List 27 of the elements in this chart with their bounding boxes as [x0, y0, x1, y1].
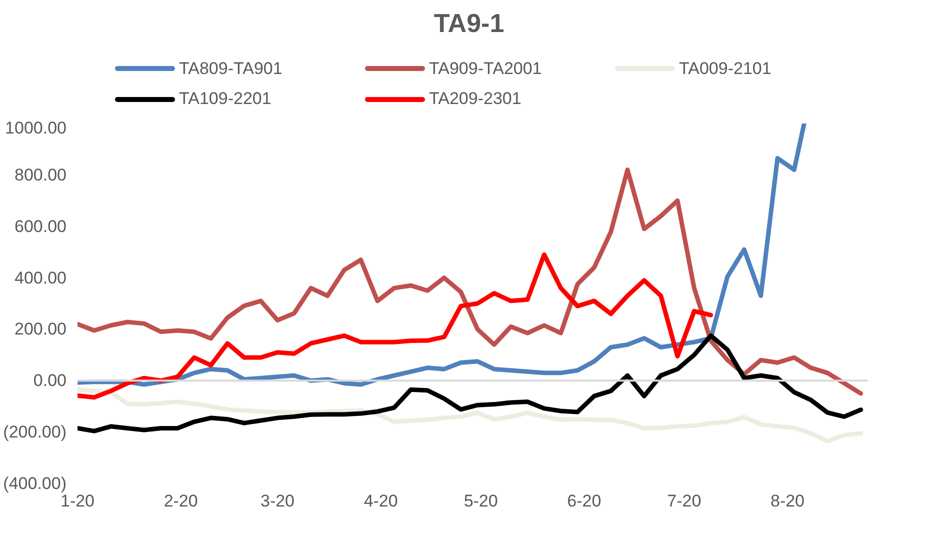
legend-label: TA809-TA901 — [179, 58, 282, 80]
x-tick-label: 6-20 — [567, 492, 602, 511]
y-tick-label: 1000.00 — [5, 118, 66, 138]
x-tick-label: 8-20 — [770, 492, 805, 511]
y-tick-label: 800.00 — [14, 166, 67, 185]
x-tick-label: 3-20 — [260, 492, 295, 511]
x-tick-label: 5-20 — [464, 492, 498, 511]
x-tick-label: 7-20 — [667, 492, 702, 511]
line-series — [78, 252, 714, 400]
y-tick-label: 0.00 — [33, 371, 67, 390]
legend-label: TA909-TA2001 — [429, 58, 542, 80]
line-series — [78, 388, 864, 444]
x-tick-label: 4-20 — [364, 492, 398, 511]
x-tick-label: 1-20 — [60, 492, 95, 511]
legend-label: TA009-2101 — [679, 58, 772, 80]
line-series — [78, 334, 864, 434]
line-series — [78, 168, 864, 396]
y-tick-label: (400.00) — [3, 474, 67, 494]
y-tick-label: 400.00 — [14, 268, 67, 288]
y-tick-label: 200.00 — [14, 320, 67, 339]
x-tick-label: 2-20 — [164, 492, 198, 511]
chart-title: TA9-1 — [432, 7, 506, 40]
y-tick-label: (200.00) — [3, 422, 67, 442]
line-series — [78, 124, 806, 387]
legend-label: TA209-2301 — [429, 88, 522, 110]
y-tick-label: 600.00 — [14, 217, 67, 236]
legend-label: TA109-2201 — [179, 88, 272, 110]
